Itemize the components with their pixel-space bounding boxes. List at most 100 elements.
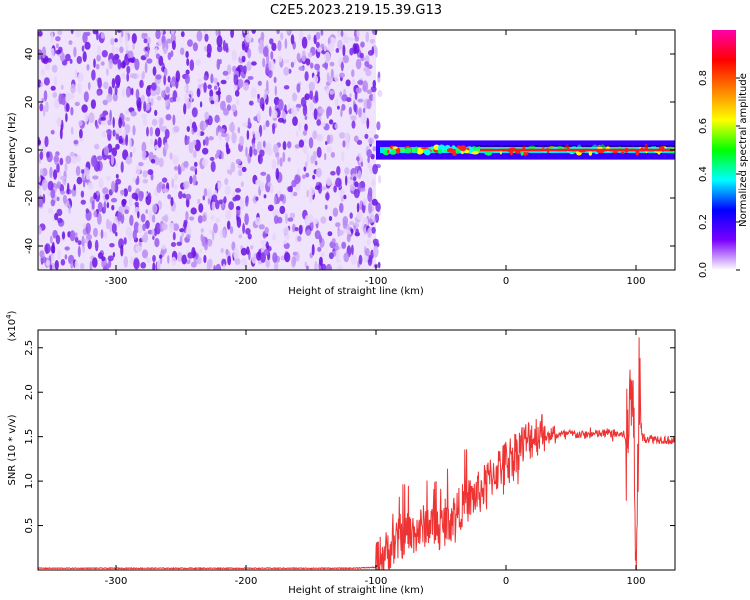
signal-band-blob xyxy=(404,147,412,154)
spectrogram-noise-blob xyxy=(206,43,212,56)
spectrogram-noise-blob xyxy=(65,155,72,164)
snr-series-line xyxy=(38,337,675,570)
spectrogram-noise-blob xyxy=(93,58,96,68)
spectrogram-noise-blob xyxy=(336,165,341,176)
spectrogram-noise-blob xyxy=(372,238,379,245)
spectrogram-noise-blob xyxy=(85,174,91,180)
spectrogram-noise-blob xyxy=(302,145,308,154)
spectrogram-noise-blob xyxy=(369,38,375,44)
colorbar-tick-label: 0.4 xyxy=(698,166,709,182)
spectrogram-noise-blob xyxy=(325,87,329,95)
spectrogram-noise-blob xyxy=(309,89,314,100)
spectrogram-noise-blob xyxy=(323,45,327,52)
spectrogram-noise-blob xyxy=(143,38,148,44)
spectrogram-noise-blob xyxy=(213,265,216,270)
spectrogram-noise-blob xyxy=(208,136,214,141)
spectrogram-noise-blob xyxy=(108,58,113,70)
signal-band-blob xyxy=(471,150,479,155)
spectrogram-noise-blob xyxy=(263,93,267,100)
spectrogram-noise-blob xyxy=(220,247,224,254)
spectrogram-noise-blob xyxy=(273,143,279,154)
spectrogram-noise-blob xyxy=(218,30,221,37)
spectrogram-noise-blob xyxy=(51,64,58,73)
spectrogram-noise-blob xyxy=(40,68,46,76)
spectrogram-noise-blob xyxy=(303,166,307,172)
spectrogram-noise-blob xyxy=(101,130,108,138)
spectrogram-noise-blob xyxy=(39,250,45,259)
spectrogram-noise-blob xyxy=(306,152,310,164)
spectrogram-noise-blob xyxy=(343,252,350,263)
spectrogram-noise-blob xyxy=(371,198,378,206)
spectrogram-noise-blob xyxy=(270,51,274,60)
spectrogram-noise-blob xyxy=(260,171,267,176)
spectrogram-noise-blob xyxy=(137,101,142,112)
spectrogram-noise-blob xyxy=(274,261,279,270)
spectrogram-noise-blob xyxy=(38,139,42,145)
spectrogram-noise-blob xyxy=(236,216,242,228)
snr-y-multiplier-base: (x10 xyxy=(7,319,18,342)
spectrogram-noise-blob xyxy=(100,61,105,66)
spectrogram-noise-blob xyxy=(85,208,90,214)
spectrogram-noise-blob xyxy=(272,123,276,135)
spectrogram-noise-blob xyxy=(315,167,322,178)
spectrogram-noise-blob xyxy=(277,40,282,52)
spectrogram-noise-blob xyxy=(211,201,215,211)
spectrogram-noise-blob xyxy=(372,164,378,175)
spectrogram-noise-blob xyxy=(117,30,122,33)
spectrogram-noise-blob xyxy=(235,188,241,193)
spectrogram-noise-blob xyxy=(77,240,82,246)
spectrogram-noise-blob xyxy=(42,193,46,204)
spectrogram-noise-blob xyxy=(357,98,364,103)
spectrogram-noise-blob xyxy=(95,124,99,129)
spectrogram-noise-blob xyxy=(263,124,266,131)
spectrogram-noise-blob xyxy=(115,232,118,237)
spectrogram-noise-blob xyxy=(353,224,357,231)
spectrogram-noise-blob xyxy=(51,47,55,59)
spectrogram-noise-blob xyxy=(154,156,160,166)
snr-frame xyxy=(37,329,676,571)
spectrogram-noise-blob xyxy=(356,156,360,162)
spectrogram-noise-blob xyxy=(337,39,343,50)
spectrogram-noise-blob xyxy=(123,256,129,268)
spectrogram-noise-blob xyxy=(157,137,162,148)
spectrogram-noise-blob xyxy=(138,190,144,202)
spectrogram-noise-blob xyxy=(351,120,356,129)
spectrogram-noise-blob xyxy=(247,48,252,59)
spectrogram-noise-blob xyxy=(320,263,327,270)
spectrogram-noise-blob xyxy=(214,85,218,91)
spectrogram-noise-blob xyxy=(326,176,332,186)
spectrogram-noise-blob xyxy=(234,89,240,97)
spectrogram-noise-blob xyxy=(313,218,319,225)
spectrogram-noise-blob xyxy=(139,79,144,89)
spectrogram-noise-blob xyxy=(170,30,175,35)
spectrogram-noise-blob xyxy=(221,258,227,267)
spectrogram-noise-blob xyxy=(189,118,193,126)
spectrogram-noise-blob xyxy=(271,42,277,52)
spectrogram-noise-blob xyxy=(86,64,90,71)
spectrogram-noise-blob xyxy=(53,169,58,180)
spectrogram-noise-blob xyxy=(256,251,262,261)
spectrogram-noise-blob xyxy=(283,240,288,245)
spectrogram-noise-blob xyxy=(79,128,83,139)
spectrogram-noise-blob xyxy=(367,50,374,56)
spectrogram-noise-blob xyxy=(336,264,343,270)
spectrogram-noise-blob xyxy=(335,222,341,228)
spectrogram-noise-blob xyxy=(196,78,203,83)
spectrogram-noise-blob xyxy=(345,175,348,186)
spectrogram-noise-blob xyxy=(140,262,147,269)
spectrogram-noise-blob xyxy=(54,260,59,270)
spectrogram-noise-blob xyxy=(292,191,298,197)
spectrogram-noise-blob xyxy=(276,30,280,35)
spectrogram-noise-blob xyxy=(282,141,287,151)
spectrogram-noise-blob xyxy=(106,93,113,103)
spectrogram-noise-blob xyxy=(254,131,261,140)
spectrogram-noise-blob xyxy=(306,229,311,236)
spectrogram-noise-blob xyxy=(50,254,55,261)
spectrogram-noise-blob xyxy=(77,72,84,83)
spectrogram-noise-blob xyxy=(203,254,207,264)
signal-band-blob xyxy=(469,148,475,153)
spectrogram-noise-blob xyxy=(225,42,229,53)
spectrogram-noise-blob xyxy=(225,248,229,256)
spectrogram-noise-blob xyxy=(117,59,122,70)
spectrogram-noise-blob xyxy=(59,184,65,193)
